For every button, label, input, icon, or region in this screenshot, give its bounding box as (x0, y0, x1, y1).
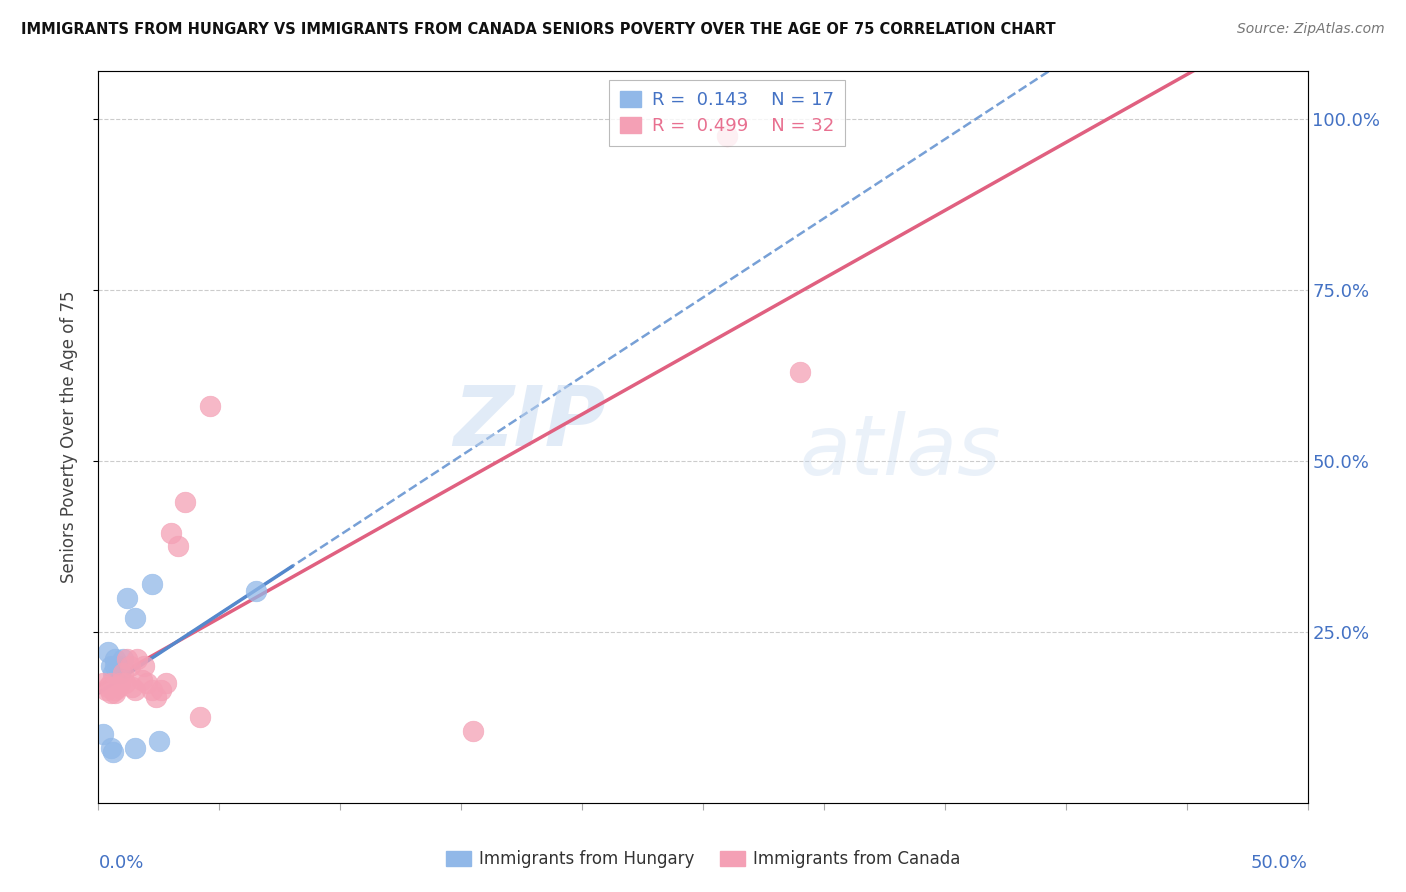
Point (104, 659, 127, 673)
Text: Source: ZipAtlas.com: Source: ZipAtlas.com (1237, 22, 1385, 37)
Point (117, 591, 139, 605)
Point (101, 745, 124, 759)
Point (198, 400, 221, 414)
Point (188, 710, 211, 724)
Point (124, 611, 146, 625)
Point (108, 665, 131, 680)
Point (118, 659, 141, 673)
Text: IMMIGRANTS FROM HUNGARY VS IMMIGRANTS FROM CANADA SENIORS POVERTY OVER THE AGE O: IMMIGRANTS FROM HUNGARY VS IMMIGRANTS FR… (21, 22, 1056, 37)
Point (114, 676, 136, 690)
Point (789, 365, 811, 379)
Text: atlas: atlas (800, 411, 1001, 492)
Point (127, 652, 149, 666)
Y-axis label: Seniors Poverty Over the Age of 75: Seniors Poverty Over the Age of 75 (59, 291, 77, 583)
Point (91, 676, 114, 690)
Point (91, 727, 114, 741)
Point (107, 659, 129, 673)
Point (111, 665, 134, 680)
Point (160, 525, 183, 540)
Point (150, 683, 173, 698)
Point (111, 652, 134, 666)
Point (104, 686, 127, 700)
Text: 50.0%: 50.0% (1251, 854, 1308, 872)
Point (100, 686, 122, 700)
Point (108, 676, 131, 690)
Point (167, 540, 190, 554)
Point (100, 676, 122, 690)
Point (124, 683, 146, 698)
Point (101, 680, 124, 694)
Point (145, 690, 167, 704)
Point (141, 577, 163, 591)
Point (124, 741, 146, 756)
Point (100, 741, 122, 756)
Legend: R =  0.143    N = 17, R =  0.499    N = 32: R = 0.143 N = 17, R = 0.499 N = 32 (609, 80, 845, 145)
Point (135, 676, 157, 690)
Point (101, 665, 124, 680)
Point (97, 645, 120, 659)
Point (117, 652, 139, 666)
Point (121, 680, 143, 694)
Point (94, 683, 117, 698)
Point (716, 129, 738, 144)
Point (97, 680, 120, 694)
Point (245, 583, 267, 598)
Point (104, 652, 127, 666)
Text: 0.0%: 0.0% (98, 854, 143, 872)
Point (134, 659, 156, 673)
Point (104, 683, 127, 698)
Point (131, 673, 153, 687)
Point (155, 676, 177, 690)
Point (148, 734, 170, 748)
Point (107, 680, 129, 694)
Point (100, 659, 122, 673)
Point (174, 495, 197, 509)
Point (141, 683, 163, 698)
Legend: Immigrants from Hungary, Immigrants from Canada: Immigrants from Hungary, Immigrants from… (439, 844, 967, 875)
Text: ZIP: ZIP (454, 382, 606, 463)
Point (463, 724, 485, 739)
